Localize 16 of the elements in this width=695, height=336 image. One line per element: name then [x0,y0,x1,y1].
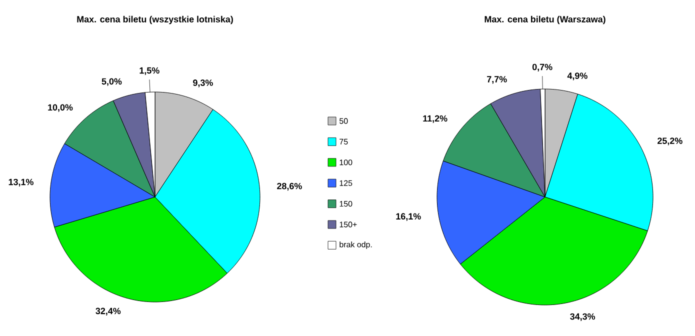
data-label: 11,2% [423,115,448,123]
data-label: 0,7% [532,64,552,72]
data-label: 25,2% [658,138,682,146]
data-label: 28,6% [277,182,302,191]
data-label: 32,4% [96,308,121,316]
data-label: 9,3% [193,80,213,88]
chart-title: Max. cena biletu (Warszawa) [484,16,606,24]
data-label: 4,9% [567,72,588,80]
data-label: 10,0% [48,104,73,112]
data-label: 1,5% [140,67,160,75]
data-label: 34,3% [570,313,596,321]
data-label: 7,7% [487,76,507,84]
chart-title: Max. cena biletu (wszystkie lotniska) [77,16,233,24]
data-label: 16,1% [396,213,421,221]
data-label: 13,1% [8,178,34,186]
data-label: 5,0% [102,78,122,86]
